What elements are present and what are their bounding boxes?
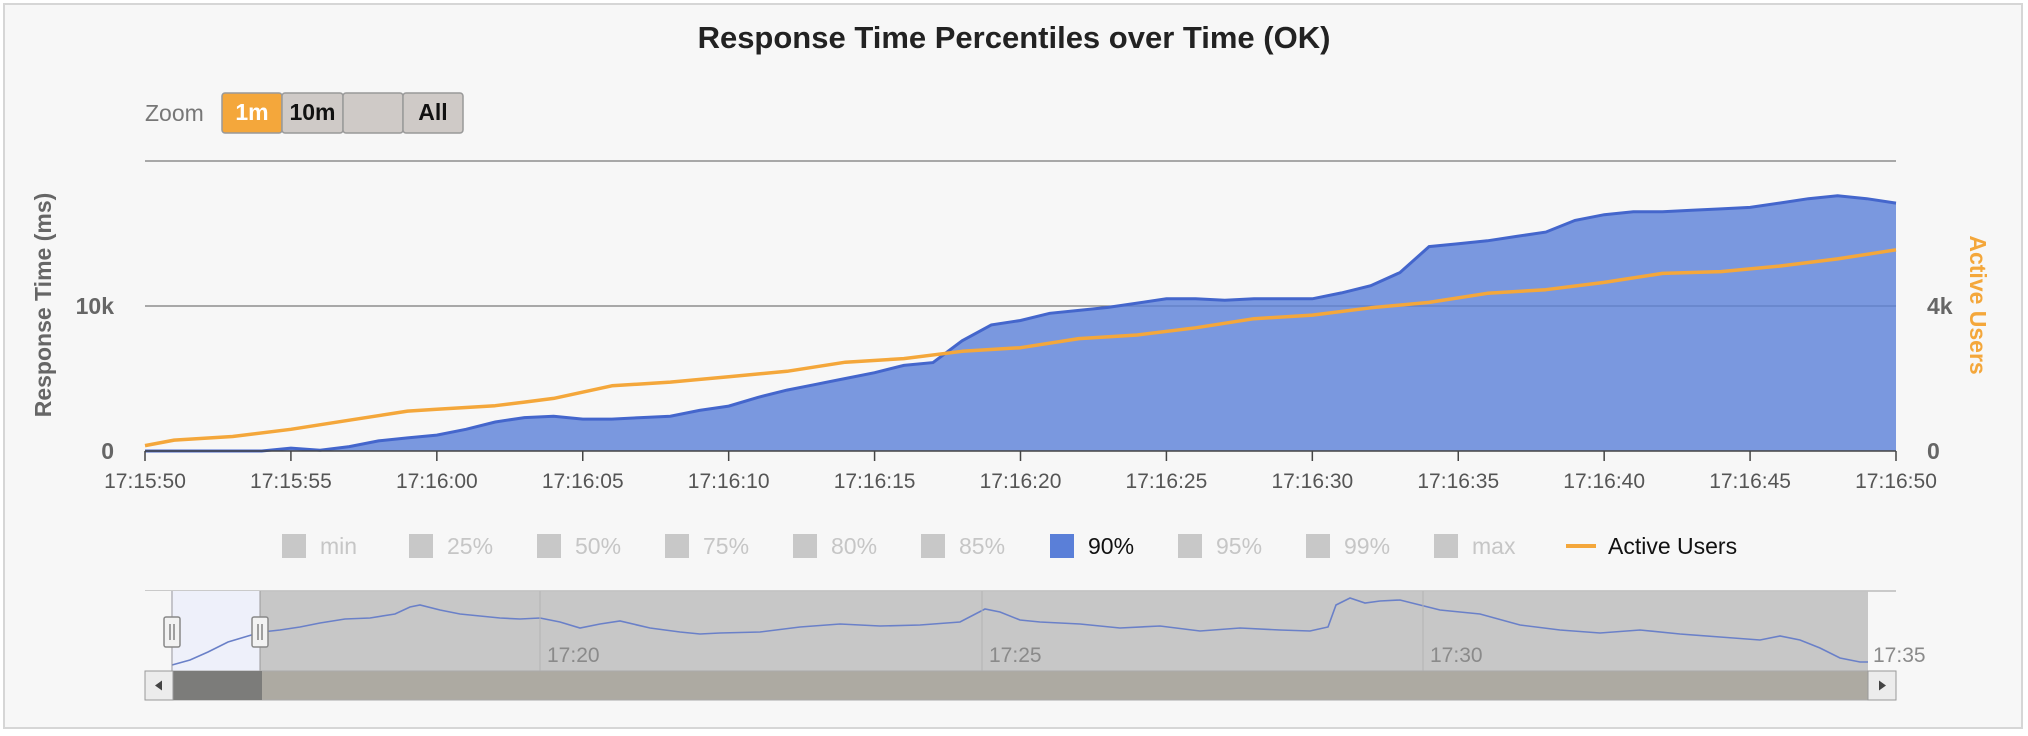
x-tick-label: 17:16:15 — [834, 470, 916, 493]
legend-swatch — [1306, 534, 1330, 558]
x-tick-label: 17:16:30 — [1271, 470, 1353, 493]
y-axis-left-title: Response Time (ms) — [30, 193, 56, 418]
legend-swatch — [1434, 534, 1458, 558]
arrow-glyph — [155, 680, 162, 691]
x-tick-label: 17:16:25 — [1126, 470, 1208, 493]
legend-item-90[interactable]: 90% — [1050, 533, 1134, 559]
legend-swatch — [921, 534, 945, 558]
x-tick-label: 17:16:00 — [396, 470, 478, 493]
legend-swatch — [537, 534, 561, 558]
zoom-button-blank[interactable] — [342, 92, 404, 134]
legend-label: 85% — [959, 533, 1005, 559]
zoom-button-label: 10m — [289, 99, 335, 125]
x-tick-label: 17:16:50 — [1855, 470, 1937, 493]
x-tick-label: 17:16:10 — [688, 470, 770, 493]
x-tick-label: 17:16:20 — [980, 470, 1062, 493]
axis-layer: 17:15:50 17:15:55 17:16:00 17:16:05 17:16:10… — [76, 293, 1953, 493]
legend-label: 50% — [575, 533, 621, 559]
legend-label: Active Users — [1608, 533, 1737, 559]
legend-item-active-users[interactable]: Active Users — [1566, 533, 1737, 559]
legend-item-75[interactable]: 75% — [665, 533, 749, 559]
y-left-tick-label: 10k — [76, 293, 115, 319]
legend-swatch — [409, 534, 433, 558]
navigator-scrollbar[interactable] — [144, 670, 1897, 701]
legend-item-99[interactable]: 99% — [1306, 533, 1390, 559]
scrollbar-right-arrow-icon[interactable] — [1867, 670, 1897, 701]
zoom-button-10m[interactable]: 10m — [281, 92, 344, 134]
navigator-handle-grip — [163, 616, 181, 648]
legend-swatch — [1178, 534, 1202, 558]
legend: min 25% 50% 75% 80% 85% 90% 95% 99% max Active Use… — [282, 533, 1737, 559]
scrollbar-thumb[interactable] — [172, 671, 262, 700]
navigator-time-label: 17:35 — [1873, 644, 1926, 667]
legend-item-85[interactable]: 85% — [921, 533, 1005, 559]
navigator-handle-right[interactable] — [251, 591, 269, 671]
zoom-button-label: 1m — [235, 99, 268, 125]
legend-item-95[interactable]: 95% — [1178, 533, 1262, 559]
navigator-handle-grip — [251, 616, 269, 648]
legend-swatch — [665, 534, 689, 558]
legend-swatch — [282, 534, 306, 558]
zoom-button-All[interactable]: All — [402, 92, 464, 134]
legend-label: 95% — [1216, 533, 1262, 559]
navigator-time-label: 17:30 — [1430, 644, 1483, 667]
zoom-button-label: All — [418, 99, 447, 125]
series-layer — [144, 194, 1897, 453]
legend-label: 99% — [1344, 533, 1390, 559]
series-area-90[interactable] — [145, 195, 1896, 451]
navigator-mask — [260, 591, 1868, 671]
zoom-button-bg — [342, 92, 404, 134]
x-tick-label: 17:16:35 — [1417, 470, 1499, 493]
x-tick-label: 17:16:40 — [1563, 470, 1645, 493]
navigator-selected-range[interactable] — [171, 591, 260, 671]
series-line-90[interactable] — [145, 194, 1897, 453]
series-line-active-users[interactable] — [144, 248, 1897, 448]
navigator[interactable]: 17:20 17:25 17:30 17:35 — [144, 590, 1926, 701]
legend-swatch — [1050, 534, 1074, 558]
scrollbar-left-arrow-icon[interactable] — [144, 670, 174, 701]
navigator-time-label: 17:20 — [547, 644, 600, 667]
legend-item-80[interactable]: 80% — [793, 533, 877, 559]
arrow-glyph — [1879, 680, 1886, 691]
zoom-button-1m[interactable]: 1m — [221, 92, 283, 134]
x-tick-label: 17:16:05 — [542, 470, 624, 493]
legend-item-25[interactable]: 25% — [409, 533, 493, 559]
legend-swatch — [793, 534, 817, 558]
y-right-tick-label: 0 — [1927, 438, 1940, 464]
y-right-tick-label: 4k — [1927, 293, 1953, 319]
zoom-label: Zoom — [145, 100, 204, 126]
legend-label: max — [1472, 533, 1516, 559]
legend-label: 90% — [1088, 533, 1134, 559]
legend-item-min[interactable]: min — [282, 533, 357, 559]
legend-label: 75% — [703, 533, 749, 559]
x-tick-label: 17:15:55 — [250, 470, 332, 493]
legend-label: 80% — [831, 533, 877, 559]
y-left-tick-label: 0 — [101, 438, 114, 464]
navigator-series — [171, 597, 1868, 666]
navigator-time-label: 17:25 — [989, 644, 1042, 667]
y-axis-right-title: Active Users — [1965, 235, 1991, 374]
legend-item-max[interactable]: max — [1434, 533, 1516, 559]
legend-label: 25% — [447, 533, 493, 559]
zoom-buttons: 1m 10m All — [221, 92, 464, 134]
scrollbar-track[interactable] — [144, 670, 1897, 701]
x-tick-label: 17:16:45 — [1709, 470, 1791, 493]
legend-item-50[interactable]: 50% — [537, 533, 621, 559]
x-tick-label: 17:15:50 — [104, 470, 186, 493]
legend-label: min — [320, 533, 357, 559]
navigator-handle-left[interactable] — [163, 591, 181, 671]
zoom-button-bg — [402, 92, 464, 134]
chart-title: Response Time Percentiles over Time (OK) — [698, 20, 1331, 55]
